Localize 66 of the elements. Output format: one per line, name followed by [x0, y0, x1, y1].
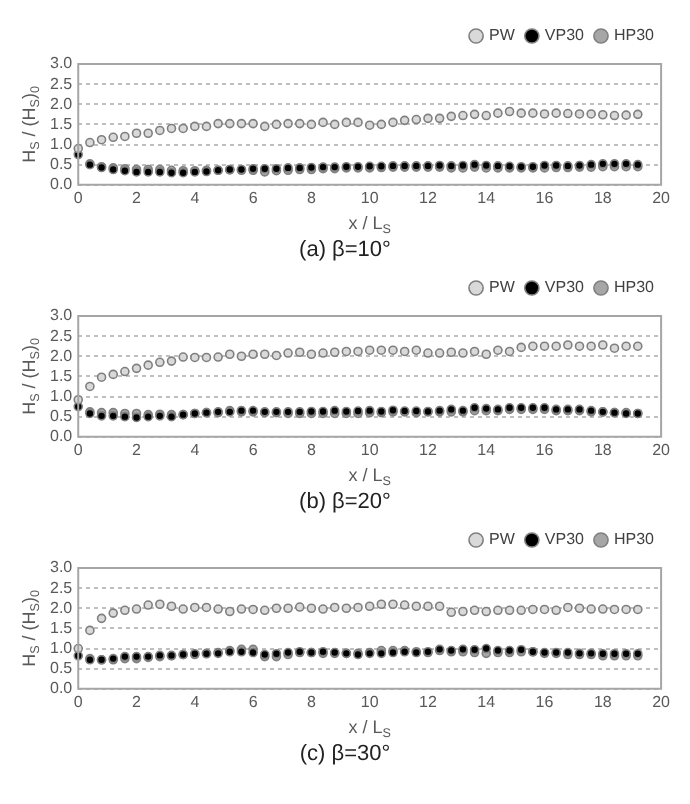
- legend-label: VP30: [544, 26, 586, 45]
- y-tick-label: 0.5: [49, 155, 74, 174]
- x-tick-label: 6: [248, 440, 259, 459]
- text: (b) β=20°: [297, 488, 393, 518]
- x-tick-label: 14: [477, 692, 497, 711]
- y-tick-label: 2.5: [49, 74, 74, 93]
- x-tick-label: 0: [73, 440, 84, 459]
- y-tick-label: 1.0: [49, 134, 74, 153]
- y-tick-label: 0.0: [49, 175, 74, 194]
- y-tick-label: 3.0: [49, 558, 74, 577]
- y-tick-label: 0.0: [49, 427, 74, 446]
- x-tick-label: 16: [535, 440, 555, 459]
- legend-label: PW: [489, 278, 516, 297]
- x-tick-label: 16: [535, 188, 555, 207]
- legend-label: VP30: [544, 278, 586, 297]
- legend-label: HP30: [613, 278, 656, 297]
- y-tick-label: 3.0: [49, 54, 74, 73]
- x-tick-label: 16: [535, 692, 555, 711]
- y-tick-label: 1.0: [49, 386, 74, 405]
- x-tick-label: 12: [419, 188, 438, 207]
- x-tick-label: 2: [132, 440, 143, 459]
- legend-label: HP30: [613, 530, 656, 549]
- legend-label: PW: [489, 530, 516, 549]
- y-tick-label: 0.5: [49, 407, 74, 426]
- x-tick-label: 8: [306, 188, 317, 207]
- text: (c) β=30°: [297, 740, 393, 770]
- y-tick-label: 1.5: [49, 618, 74, 637]
- x-tick-label: 4: [190, 692, 201, 711]
- y-tick-label: 0.0: [49, 679, 74, 698]
- x-tick-label: 20: [652, 188, 672, 207]
- legend-label: HP30: [613, 26, 656, 45]
- x-tick-label: 8: [306, 440, 317, 459]
- text: (a) β=10°: [297, 236, 393, 266]
- y-tick-label: 1.5: [49, 366, 74, 385]
- x-tick-label: 12: [419, 440, 438, 459]
- x-tick-label: 0: [73, 188, 84, 207]
- x-tick-label: 6: [248, 188, 259, 207]
- x-tick-label: 18: [593, 188, 613, 207]
- y-tick-label: 2.0: [49, 598, 74, 617]
- y-tick-label: 3.0: [49, 306, 74, 325]
- x-tick-label: 14: [477, 188, 497, 207]
- x-tick-label: 20: [652, 692, 672, 711]
- x-tick-label: 2: [132, 692, 143, 711]
- x-tick-label: 20: [652, 440, 672, 459]
- x-tick-label: 10: [360, 692, 380, 711]
- y-tick-label: 1.5: [49, 114, 74, 133]
- y-tick-label: 2.0: [49, 346, 74, 365]
- x-tick-label: 10: [360, 440, 380, 459]
- y-tick-label: 0.5: [49, 659, 74, 678]
- y-tick-label: 2.5: [49, 326, 74, 345]
- x-tick-label: 0: [73, 692, 84, 711]
- y-tick-label: 1.0: [49, 638, 74, 657]
- y-tick-label: 2.0: [49, 94, 74, 113]
- x-tick-label: 2: [132, 188, 143, 207]
- x-tick-label: 14: [477, 440, 497, 459]
- x-tick-label: 18: [593, 692, 613, 711]
- x-tick-label: 6: [248, 692, 259, 711]
- y-tick-label: 2.5: [49, 578, 74, 597]
- legend-label: PW: [489, 26, 516, 45]
- x-tick-label: 4: [190, 440, 201, 459]
- x-tick-label: 8: [306, 692, 317, 711]
- x-tick-label: 12: [419, 692, 438, 711]
- x-tick-label: 18: [593, 440, 613, 459]
- x-tick-label: 10: [360, 188, 380, 207]
- x-tick-label: 4: [190, 188, 201, 207]
- legend-label: VP30: [544, 530, 586, 549]
